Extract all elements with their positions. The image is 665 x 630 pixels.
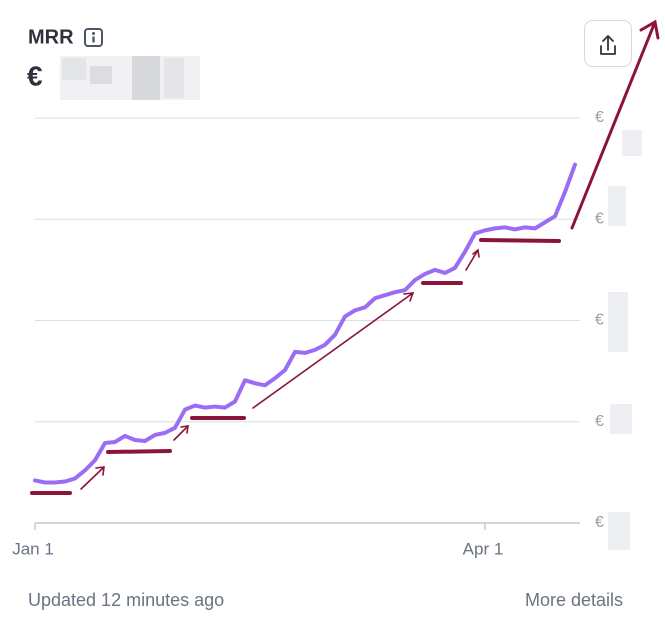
more-details-link[interactable]: More details [525,590,623,610]
y-tick-label: € [595,210,604,227]
y-tick-label: € [595,514,604,531]
blurred-tick-values [608,130,642,550]
annotations [30,19,660,495]
share-button[interactable] [584,20,632,67]
x-tick-label: Apr 1 [463,539,504,558]
y-tick-label: € [595,312,604,329]
blurred-value [60,56,200,100]
chart-title: MRR [28,26,74,48]
mrr-line [33,162,577,485]
updated-note: Updated 12 minutes ago [28,590,224,610]
value-prefix: € [27,60,43,91]
grid: € € € € € [35,109,604,531]
y-tick-label: € [595,109,604,126]
info-icon[interactable] [84,28,103,47]
plot: Jan 1 Apr 1 [12,162,577,558]
x-tick-label: Jan 1 [12,539,54,558]
y-tick-label: € [595,413,604,430]
